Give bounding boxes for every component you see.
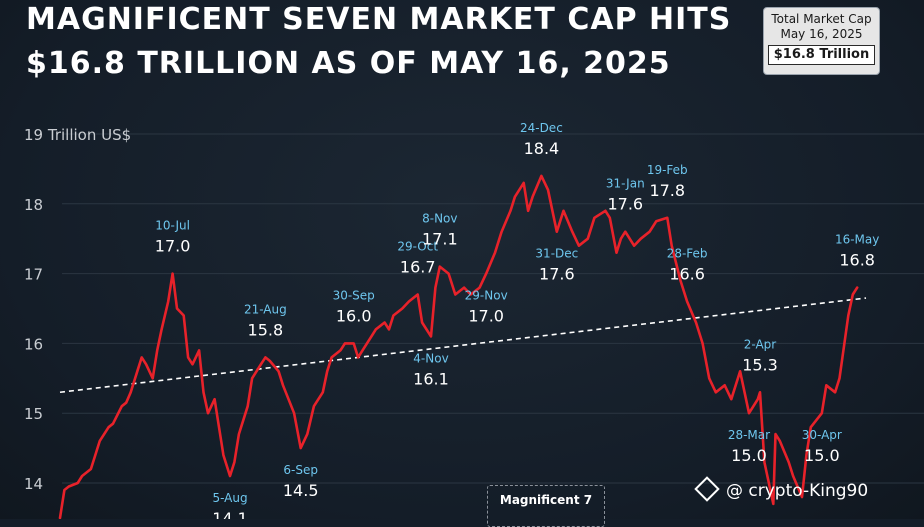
annotation-date: 31-Dec [535,247,578,261]
annotation-value: 15.3 [742,355,778,374]
annotation-date: 5-Aug [212,491,247,505]
grid-lines [62,133,924,484]
y-tick-label: 19 Trillion US$ [24,126,131,144]
watermark-text: @ crypto-King90 [726,481,869,501]
annotation: 5-Aug 14.1 [212,491,248,519]
annotation: 4-Nov 16.1 [413,351,449,388]
annotation-value: 16.7 [400,258,436,277]
annotation-date: 28-Mar [728,428,770,442]
annotation-date: 24-Dec [520,121,563,135]
annotation-value: 17.1 [422,230,458,249]
annotation-date: 21-Aug [244,302,287,316]
annotation-value: 16.8 [839,251,875,270]
annotation-value: 15.0 [731,446,767,465]
annotation: 2-Apr 15.3 [742,337,778,374]
y-tick-label: 18 [24,196,43,214]
annotation: 30-Sep 16.0 [333,288,375,325]
annotation-value: 16.6 [669,265,705,284]
annotation: 31-Dec 17.6 [535,247,578,284]
annotation-value: 15.8 [248,320,284,339]
chart-title-line2: $16.8 TRILLION AS OF MAY 16, 2025 [26,46,671,81]
annotation-date: 16-May [835,233,879,247]
annotation: 6-Sep 14.5 [283,463,319,500]
annotation-value: 17.0 [468,307,504,326]
annotation-date: 29-Oct [397,240,438,254]
annotation: 31-Jan 17.6 [606,177,645,214]
badge-label: Total Market Cap [771,12,872,26]
annotation: 19-Feb 17.8 [647,163,688,200]
y-tick-label: 16 [24,335,43,353]
annotation: 29-Oct 16.7 [397,240,438,277]
annotation-date: 10-Jul [155,219,190,233]
badge-value: $16.8 Trillion [767,45,876,65]
annotation-value: 15.0 [804,446,840,465]
annotation-value: 17.6 [607,195,643,214]
chart-title-line1: MAGNIFICENT SEVEN MARKET CAP HITS [26,2,732,37]
annotation-date: 19-Feb [647,163,688,177]
total-market-cap-badge: Total Market Cap May 16, 2025 $16.8 Tril… [763,7,880,75]
legend-label: Magnificent 7 [499,493,593,507]
annotation: 8-Nov 17.1 [422,212,458,249]
annotation-date: 30-Apr [802,428,842,442]
annotation-date: 30-Sep [333,288,375,302]
annotation: 29-Nov 17.0 [465,289,508,326]
annotation-value: 17.0 [155,237,191,256]
y-tick-label: 15 [24,405,43,423]
annotation-value: 17.8 [649,181,685,200]
annotation: 16-May 16.8 [835,233,879,270]
trend-line [59,297,867,394]
annotation-value: 14.1 [212,509,248,519]
legend: Magnificent 7 [487,485,605,527]
annotation-value: 17.6 [539,265,575,284]
annotation: 30-Apr 15.0 [802,428,842,465]
annotation-date: 8-Nov [422,212,457,226]
annotation: 28-Mar 15.0 [728,428,770,465]
trend-layer [59,297,867,394]
annotation: 28-Feb 16.6 [667,247,708,284]
series-layer [58,174,859,519]
series-line [58,174,859,519]
annotation-date: 6-Sep [283,463,318,477]
badge-date: May 16, 2025 [780,27,863,41]
annotation-date: 4-Nov [413,351,448,365]
annotation: 10-Jul 17.0 [155,219,191,256]
annotation: 24-Dec 18.4 [520,121,563,158]
watermark: @ crypto-King90 [694,476,869,502]
annotation-value: 16.0 [336,306,372,325]
y-tick-label: 14 [24,475,43,493]
annotations: 10-Jul 17.0 5-Aug 14.1 21-Aug 15.8 6-Sep 14.5 30… [155,121,880,519]
annotation: 21-Aug 15.8 [244,302,287,339]
y-axis: 14 15 16 17 18 19 Trillion US$ [24,126,131,493]
y-tick-label: 17 [24,266,43,284]
annotation-date: 29-Nov [465,289,508,303]
binance-logo-icon [694,476,720,502]
annotation-date: 28-Feb [667,247,708,261]
annotation-value: 18.4 [524,139,560,158]
annotation-date: 2-Apr [744,337,777,351]
annotation-date: 31-Jan [606,177,645,191]
annotation-value: 14.5 [283,481,319,500]
annotation-value: 16.1 [413,369,449,388]
